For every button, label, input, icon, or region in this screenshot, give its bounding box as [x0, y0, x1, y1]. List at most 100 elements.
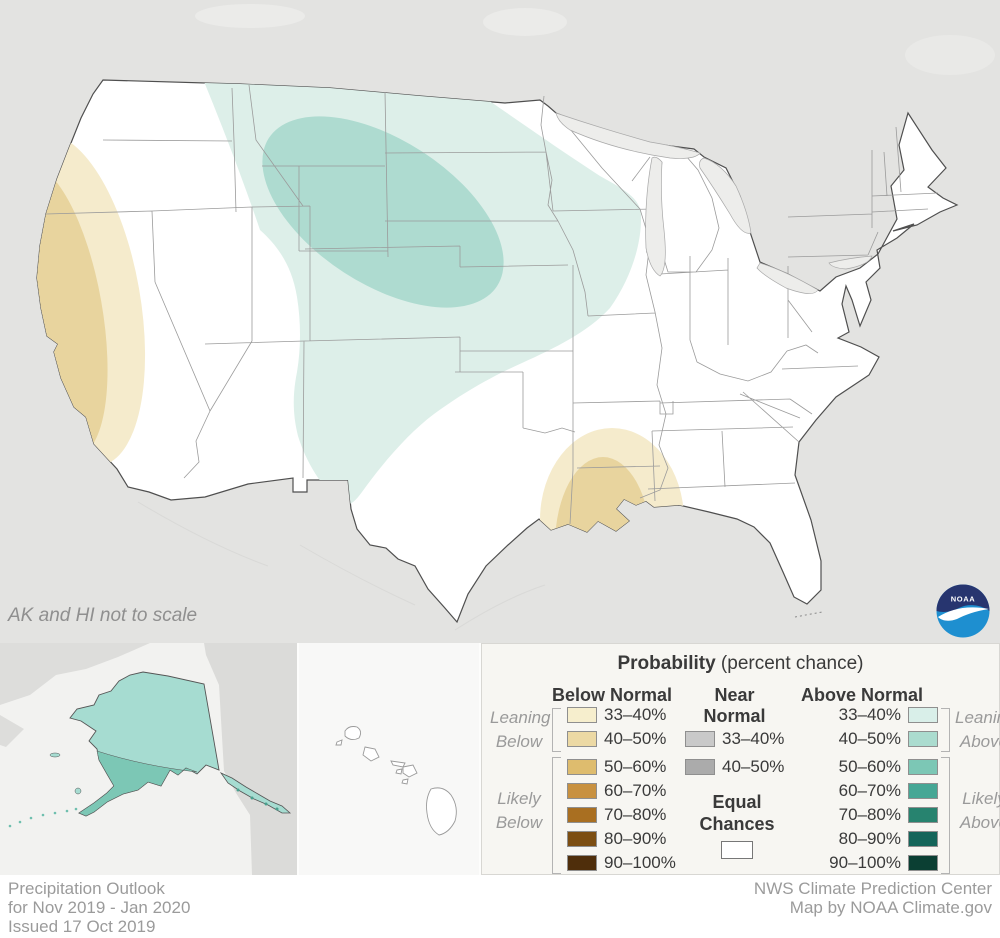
leaning-below-label: Leaning Below — [490, 708, 551, 751]
above-label-33-40: 33–40% — [838, 705, 901, 724]
above-swatch-80-90 — [908, 830, 938, 847]
below-swatch-40-50 — [567, 730, 597, 747]
near-swatch-33-40 — [685, 730, 715, 747]
conus-map: NOAA AK and HI not to scale — [0, 0, 1000, 643]
below-label-50-60: 50–60% — [604, 757, 667, 776]
above-swatch-33-40 — [908, 706, 938, 723]
footer-issued-line: Issued 17 Oct 2019 — [8, 917, 156, 936]
below-label-80-90: 80–90% — [604, 829, 667, 848]
legend-row: 70–80% — [762, 806, 938, 823]
below-swatch-60-70 — [567, 782, 597, 799]
legend-row: 50–60% — [762, 758, 938, 775]
equal-chances-swatch — [721, 841, 753, 859]
below-normal-header: Below Normal — [551, 685, 673, 705]
near-normal-header: Near Normal — [682, 685, 787, 727]
near-label-33-40: 33–40% — [722, 728, 785, 748]
footer-right: NWS Climate Prediction Center Map by NOA… — [754, 879, 992, 917]
above-label-50-60: 50–60% — [838, 757, 901, 776]
equal-chances-block: Equal Chances — [687, 791, 787, 859]
below-label-60-70: 60–70% — [604, 781, 667, 800]
likely-below-label: Likely Below — [495, 789, 543, 832]
above-label-60-70: 60–70% — [838, 781, 901, 800]
great-lakes — [555, 112, 873, 294]
alaska-above-50-60 — [78, 750, 198, 817]
legend-row: 60–70% — [762, 782, 938, 799]
footer-period-line: for Nov 2019 - Jan 2020 — [8, 898, 191, 917]
leaning-below-bracket — [552, 708, 561, 752]
legend-title-bold: Probability — [617, 653, 716, 674]
below-label-90-100: 90–100% — [604, 853, 676, 872]
equal-chances-line2: Chances — [699, 814, 775, 834]
noaa-logo-text: NOAA — [951, 595, 975, 604]
likely-above-bracket — [941, 757, 950, 874]
footer-credit-line: Map by NOAA Climate.gov — [789, 898, 992, 917]
near-swatch-40-50 — [685, 758, 715, 775]
above-normal-header: Above Normal — [800, 685, 924, 705]
below-label-70-80: 70–80% — [604, 805, 667, 824]
above-swatch-40-50 — [908, 730, 938, 747]
above-normal-rows: 33–40% 40–50% 50–60% 60–70% 70–80% 80–90… — [762, 706, 938, 878]
above-swatch-90-100 — [908, 854, 938, 871]
leaning-above-label: Leaning Above — [955, 708, 1000, 751]
legend-row: 70–80% — [567, 806, 676, 823]
legend-row: 60–70% — [567, 782, 676, 799]
mexico-borders — [137, 501, 546, 631]
below-swatch-90-100 — [567, 854, 597, 871]
near-header-line1: Near — [714, 685, 755, 705]
legend-row: 90–100% — [567, 854, 676, 871]
above-swatch-60-70 — [908, 782, 938, 799]
likely-above-label: Likely Above — [959, 789, 1000, 832]
scale-note: AK and HI not to scale — [8, 605, 198, 626]
legend-row: 50–60% — [567, 758, 676, 775]
legend-row: 33–40% — [762, 706, 938, 723]
below-normal-rows: 33–40% 40–50% 50–60% 60–70% 70–80% 80–90… — [567, 706, 676, 878]
below-swatch-70-80 — [567, 806, 597, 823]
hawaii-inset — [299, 643, 479, 875]
legend-title: Probability (percent chance) — [482, 653, 999, 675]
likely-below-bracket — [552, 757, 561, 874]
noaa-logo: NOAA — [936, 584, 990, 638]
aleutian-islands — [8, 807, 78, 828]
alaska-inset — [0, 643, 297, 875]
legend-row: 40–50% — [762, 730, 938, 747]
legend-panel: Probability (percent chance) Below Norma… — [481, 643, 1000, 875]
near-label-40-50: 40–50% — [722, 756, 785, 776]
region-above-40-50 — [262, 116, 504, 308]
canada-landmass — [204, 643, 297, 875]
below-swatch-33-40 — [567, 706, 597, 723]
above-swatch-70-80 — [908, 806, 938, 823]
equal-chances-line1: Equal — [712, 792, 762, 812]
russia-landmass — [0, 643, 150, 705]
noaa-seagull-icon — [938, 607, 989, 621]
leaning-above-bracket — [941, 708, 950, 752]
below-swatch-80-90 — [567, 830, 597, 847]
inset-row: Probability (percent chance) Below Norma… — [0, 643, 1000, 875]
near-normal-row: 33–40% — [685, 728, 785, 748]
alaska-panhandle — [219, 772, 292, 814]
legend-row: 33–40% — [567, 706, 676, 723]
hawaii-islands — [335, 726, 457, 836]
legend-row: 90–100% — [762, 854, 938, 871]
state-borders — [45, 84, 939, 525]
near-normal-row: 40–50% — [685, 756, 785, 776]
conus-map-svg: NOAA — [0, 0, 1000, 643]
legend-row: 40–50% — [567, 730, 676, 747]
below-label-40-50: 40–50% — [604, 729, 667, 748]
below-swatch-50-60 — [567, 758, 597, 775]
footer-source-line: NWS Climate Prediction Center — [753, 879, 992, 898]
legend-row: 80–90% — [762, 830, 938, 847]
above-swatch-50-60 — [908, 758, 938, 775]
footer-title-line: Precipitation Outlook — [8, 879, 165, 898]
above-label-70-80: 70–80% — [838, 805, 901, 824]
above-label-90-100: 90–100% — [829, 853, 901, 872]
footer-left: Precipitation Outlook for Nov 2019 - Jan… — [8, 879, 190, 936]
legend-title-rest: (percent chance) — [715, 653, 864, 674]
above-label-80-90: 80–90% — [838, 829, 901, 848]
above-label-40-50: 40–50% — [838, 729, 901, 748]
legend-row: 80–90% — [567, 830, 676, 847]
footer: Precipitation Outlook for Nov 2019 - Jan… — [0, 875, 1000, 938]
below-label-33-40: 33–40% — [604, 705, 667, 724]
near-header-line2: Normal — [703, 706, 766, 726]
region-ca-below-40-50 — [37, 163, 108, 457]
